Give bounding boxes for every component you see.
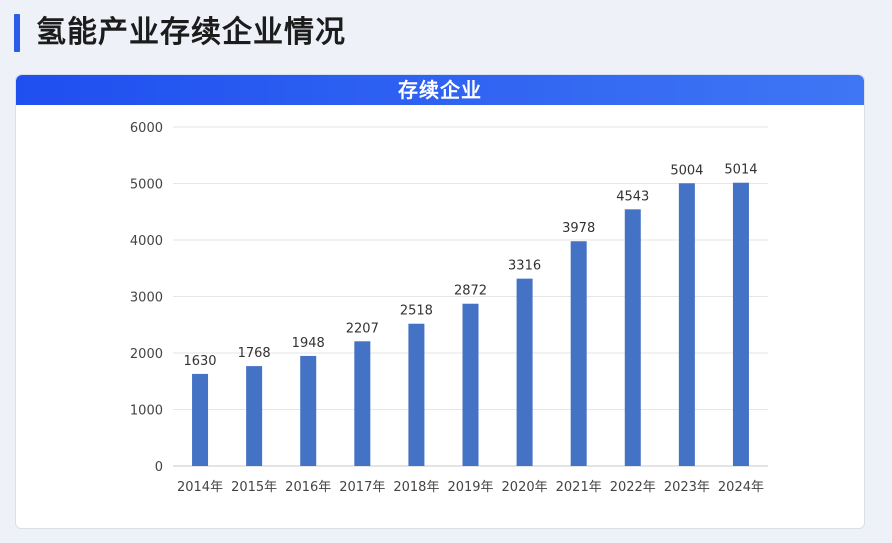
y-tick-label: 1000 xyxy=(130,404,163,419)
bar xyxy=(300,355,317,466)
bar-value-label: 1768 xyxy=(238,346,271,361)
x-tick-label: 2016年 xyxy=(285,480,331,495)
x-tick-label: 2018年 xyxy=(393,480,439,495)
bar-chart: 0 1000 2000 3000 4000 5000 6000 1630 2014年 1768 20… xyxy=(130,121,768,495)
x-tick-label: 2023年 xyxy=(664,480,710,495)
bar xyxy=(462,303,479,466)
title-accent-bar xyxy=(14,14,20,52)
bar xyxy=(246,366,263,466)
bar xyxy=(678,183,695,467)
bar-value-label: 5004 xyxy=(670,163,703,178)
bar-value-label: 2872 xyxy=(454,284,487,299)
bar xyxy=(732,182,749,467)
x-tick-label: 2024年 xyxy=(718,480,764,495)
y-tick-label: 0 xyxy=(155,460,163,475)
bar xyxy=(624,209,641,466)
chart-card: 存续企业 0 1000 2000 3000 4000 5000 6000 1630 2014年 1… xyxy=(15,74,865,529)
y-tick-label: 5000 xyxy=(130,178,163,193)
x-tick-label: 2019年 xyxy=(447,480,493,495)
bar-value-label: 2518 xyxy=(400,304,433,319)
y-tick-label: 6000 xyxy=(130,121,163,136)
y-tick-label: 4000 xyxy=(130,234,163,249)
bar-value-label: 3316 xyxy=(508,259,541,274)
bar-value-label: 3978 xyxy=(562,221,595,236)
bar xyxy=(570,241,587,466)
chart-card-header: 存续企业 xyxy=(16,75,864,105)
x-tick-label: 2021年 xyxy=(556,480,602,495)
x-tick-label: 2014年 xyxy=(177,480,223,495)
x-tick-label: 2022年 xyxy=(610,480,656,495)
page-title: 氢能产业存续企业情况 xyxy=(36,15,346,50)
y-tick-label: 3000 xyxy=(130,291,163,306)
bar-value-label: 1630 xyxy=(183,354,216,369)
x-tick-label: 2015年 xyxy=(231,480,277,495)
x-tick-label: 2020年 xyxy=(502,480,548,495)
bar-value-label: 5014 xyxy=(724,163,757,178)
x-tick-label: 2017年 xyxy=(339,480,385,495)
bar-value-label: 2207 xyxy=(346,321,379,336)
bar-value-label: 1948 xyxy=(292,336,325,351)
bar-value-label: 4543 xyxy=(616,189,649,204)
bar xyxy=(408,323,425,466)
bar xyxy=(192,373,209,466)
y-tick-label: 2000 xyxy=(130,347,163,362)
bar xyxy=(354,341,371,466)
bar xyxy=(516,278,533,466)
